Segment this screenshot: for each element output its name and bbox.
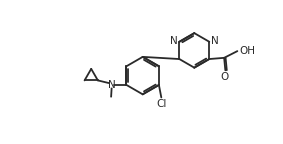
Text: Cl: Cl xyxy=(156,99,166,109)
Text: N: N xyxy=(211,36,219,46)
Text: O: O xyxy=(221,72,229,82)
Text: N: N xyxy=(108,80,115,90)
Text: OH: OH xyxy=(239,46,255,56)
Text: N: N xyxy=(170,36,177,46)
